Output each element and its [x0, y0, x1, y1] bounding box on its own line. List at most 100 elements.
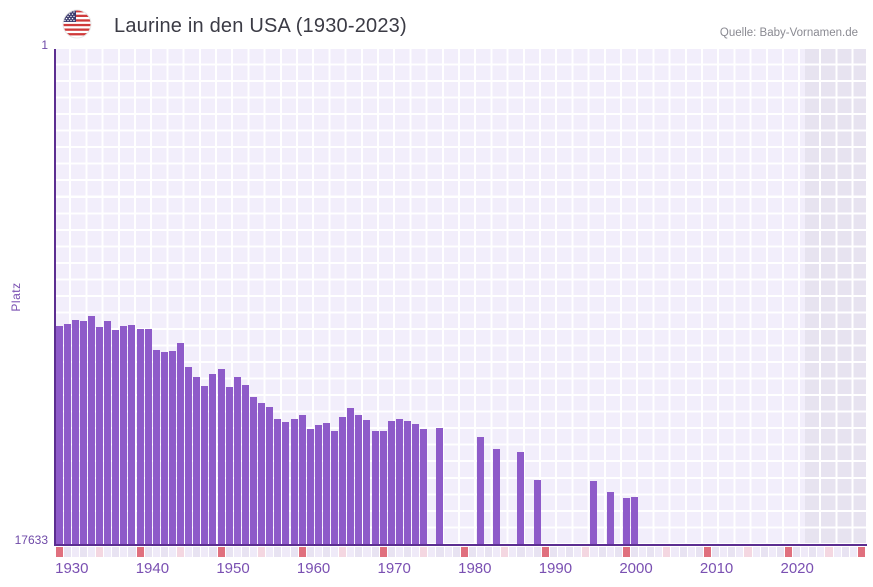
- strip-cell-1938: [120, 547, 128, 557]
- bar-1971[interactable]: [387, 421, 395, 544]
- bar-1957[interactable]: [274, 419, 282, 544]
- strip-cell-1941: [144, 547, 152, 557]
- bar-1956[interactable]: [266, 407, 274, 544]
- x-tick-1940: 1940: [135, 560, 170, 577]
- strip-cell-1984: [493, 547, 501, 557]
- us-flag-icon: [62, 9, 92, 39]
- strip-cell-2028: [849, 547, 857, 557]
- x-tick-1990: 1990: [538, 560, 573, 577]
- bar-1932[interactable]: [71, 320, 79, 544]
- strip-cell-1955: [258, 547, 266, 557]
- bar-1972[interactable]: [395, 419, 403, 544]
- strip-cell-2007: [679, 547, 687, 557]
- bar-1933[interactable]: [79, 321, 87, 544]
- strip-cell-1939: [128, 547, 136, 557]
- bar-1947[interactable]: [193, 377, 201, 544]
- strip-cell-1944: [168, 547, 177, 557]
- bar-1934[interactable]: [87, 316, 95, 544]
- strip-cell-2006: [671, 547, 679, 557]
- bar-1960[interactable]: [298, 415, 306, 544]
- strip-cell-2015: [744, 547, 752, 557]
- bar-1937[interactable]: [112, 330, 120, 544]
- page-title: Laurine in den USA (1930-2023): [114, 15, 407, 37]
- strip-cell-1934: [87, 547, 95, 557]
- strip-cell-2029: [857, 547, 865, 557]
- strip-cell-1953: [241, 547, 249, 557]
- strip-cell-1995: [582, 547, 590, 557]
- strip-cell-1931: [63, 547, 71, 557]
- strip-cell-2002: [639, 547, 647, 557]
- bar-1946[interactable]: [185, 367, 193, 544]
- bar-1951[interactable]: [225, 387, 233, 544]
- bar-1949[interactable]: [209, 374, 217, 544]
- bar-1987[interactable]: [517, 452, 525, 544]
- bar-1974[interactable]: [412, 424, 420, 544]
- strip-cell-1961: [306, 547, 314, 557]
- bar-2001[interactable]: [630, 497, 638, 544]
- strip-cell-1946: [185, 547, 193, 557]
- x-axis-line: [54, 544, 867, 546]
- strip-cell-1973: [404, 547, 412, 557]
- strip-cell-1977: [436, 547, 444, 557]
- bar-1931[interactable]: [63, 324, 71, 544]
- bar-1966[interactable]: [347, 408, 355, 544]
- strip-cell-1936: [104, 547, 112, 557]
- bar-1954[interactable]: [250, 397, 258, 544]
- bar-2000[interactable]: [622, 498, 630, 544]
- x-tick-1930: 1930: [55, 560, 89, 577]
- strip-cell-1999: [614, 547, 622, 557]
- bar-1963[interactable]: [322, 423, 330, 544]
- source-link[interactable]: Quelle: Baby-Vornamen.de: [719, 27, 858, 39]
- bar-1959[interactable]: [290, 419, 298, 544]
- bar-1968[interactable]: [363, 420, 371, 544]
- strip-cell-1993: [566, 547, 574, 557]
- bar-1952[interactable]: [233, 377, 241, 544]
- bar-1996[interactable]: [590, 481, 598, 544]
- bar-1975[interactable]: [420, 429, 428, 544]
- bar-1977[interactable]: [436, 428, 444, 544]
- bar-1982[interactable]: [476, 437, 484, 544]
- bar-1939[interactable]: [128, 325, 136, 544]
- bar-1984[interactable]: [493, 449, 501, 544]
- bar-1998[interactable]: [606, 492, 614, 544]
- bar-1953[interactable]: [241, 385, 249, 544]
- bar-1930[interactable]: [55, 326, 63, 544]
- bar-1948[interactable]: [201, 386, 209, 544]
- bar-1989[interactable]: [533, 480, 541, 544]
- strip-cell-1990: [541, 547, 549, 557]
- bar-1945[interactable]: [177, 343, 185, 544]
- bar-1942[interactable]: [152, 350, 160, 544]
- bar-1936[interactable]: [104, 321, 112, 544]
- bar-1944[interactable]: [168, 351, 176, 544]
- bar-1970[interactable]: [379, 431, 387, 544]
- bar-1973[interactable]: [404, 421, 411, 544]
- strip-cell-1933: [79, 547, 87, 557]
- strip-cell-1952: [233, 547, 241, 557]
- strip-cell-2013: [728, 547, 736, 557]
- bar-1965[interactable]: [339, 417, 347, 544]
- strip-cell-1935: [96, 547, 104, 557]
- bar-1969[interactable]: [371, 431, 379, 544]
- strip-cell-2025: [825, 547, 833, 557]
- bar-1940[interactable]: [136, 329, 144, 544]
- bar-1961[interactable]: [306, 429, 314, 544]
- bar-1935[interactable]: [96, 327, 104, 544]
- bar-1967[interactable]: [355, 415, 363, 544]
- bar-1962[interactable]: [314, 425, 322, 544]
- strip-cell-1976: [428, 547, 436, 557]
- y-tick-bottom: 17633: [14, 533, 48, 547]
- bar-1950[interactable]: [217, 369, 225, 544]
- strip-cell-2012: [720, 547, 728, 557]
- strip-cell-1958: [282, 547, 290, 557]
- strip-cell-1974: [412, 547, 420, 557]
- bar-1955[interactable]: [258, 403, 266, 544]
- bar-1958[interactable]: [282, 422, 290, 544]
- bar-1941[interactable]: [144, 329, 152, 544]
- strip-cell-1968: [363, 547, 371, 557]
- bar-1943[interactable]: [160, 352, 168, 544]
- strip-cell-1930: [55, 547, 63, 557]
- strip-cell-2019: [776, 547, 784, 557]
- strip-cell-2004: [655, 547, 663, 557]
- bar-1938[interactable]: [120, 326, 128, 544]
- bar-1964[interactable]: [331, 431, 339, 544]
